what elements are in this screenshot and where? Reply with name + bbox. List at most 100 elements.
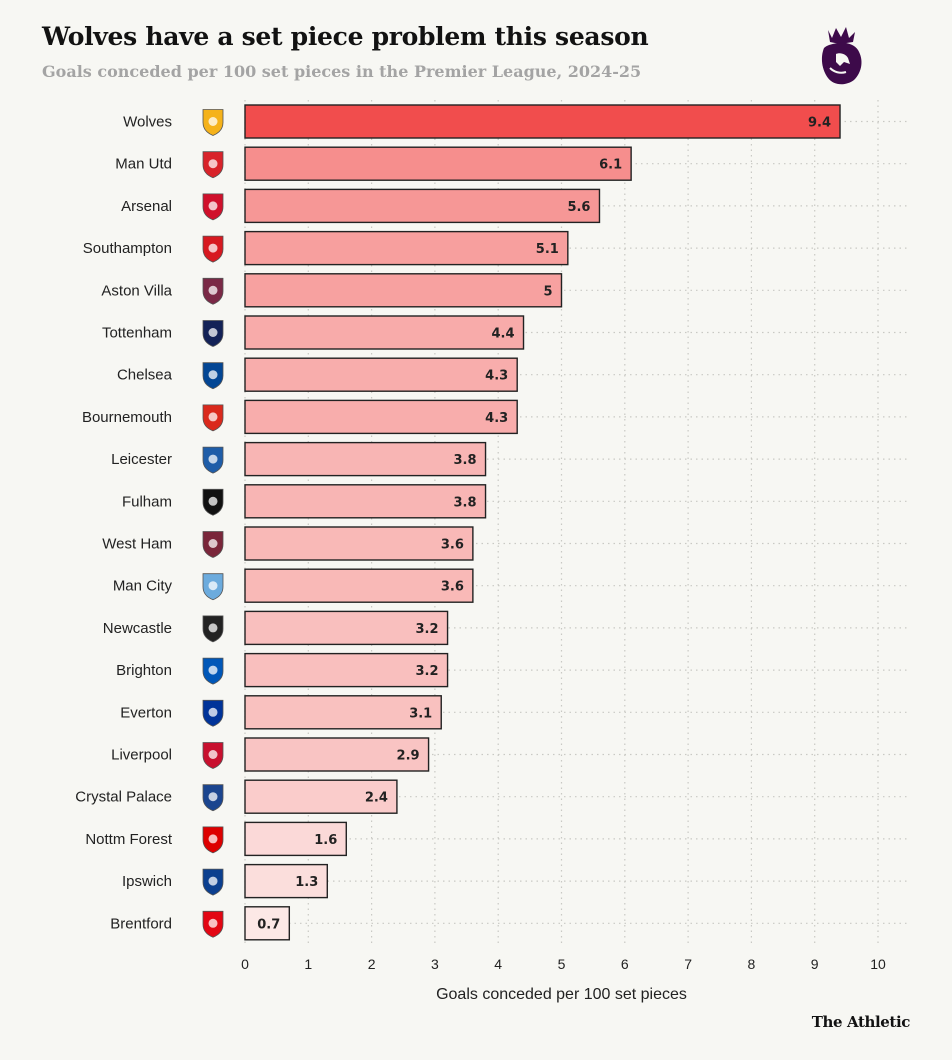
ipswich-crest-icon <box>202 868 224 896</box>
newcastle-crest-icon <box>202 615 224 643</box>
bar <box>244 652 449 688</box>
gridlines <box>244 100 910 945</box>
team-label: Wolves <box>123 114 172 131</box>
west-ham-crest-icon <box>202 531 224 558</box>
x-tick-label: 6 <box>621 956 629 972</box>
team-label: Arsenal <box>121 198 172 215</box>
southampton-crest-icon <box>202 235 224 263</box>
nottm-forest-crest-icon <box>202 826 224 854</box>
value-label: 3.2 <box>416 664 439 679</box>
team-label: Leicester <box>111 451 172 468</box>
tottenham-crest-icon <box>202 320 224 347</box>
x-tick-label: 10 <box>870 956 886 972</box>
brentford-crest-icon <box>202 910 224 938</box>
x-tick-label: 0 <box>241 956 249 972</box>
x-axis-ticks: 0 1 2 3 4 5 6 7 8 9 10 <box>241 956 886 972</box>
bar <box>244 146 632 181</box>
source-credit: The Athletic <box>811 1013 911 1031</box>
crystal-palace-crest-icon <box>202 784 224 812</box>
team-label: Brighton <box>116 662 172 679</box>
value-label: 3.8 <box>454 453 477 468</box>
value-label: 5 <box>543 284 552 299</box>
bar <box>244 273 563 308</box>
chelsea-crest-icon <box>202 362 224 390</box>
bar <box>244 230 569 266</box>
arsenal-crest-icon <box>202 193 224 221</box>
value-label: 6.1 <box>599 158 622 173</box>
team-label: Crystal Palace <box>75 789 172 806</box>
x-tick-label: 1 <box>304 956 312 972</box>
value-label: 4.3 <box>485 369 508 384</box>
value-label: 3.6 <box>441 538 464 553</box>
team-label: Chelsea <box>117 367 173 384</box>
fulham-crest-icon <box>202 488 224 516</box>
value-label: 3.1 <box>409 706 432 721</box>
value-label: 3.6 <box>441 580 464 595</box>
aston-villa-crest-icon <box>202 277 224 305</box>
bars: 9.4 6.1 5.6 5.1 5 4.4 4.3 4.3 3.8 3.8 3.6 3.6 3.2 3.2… <box>244 104 841 941</box>
bar <box>244 399 518 435</box>
x-tick-label: 2 <box>368 956 376 972</box>
bar <box>244 188 601 224</box>
bar <box>244 779 398 814</box>
liverpool-crest-icon <box>202 742 224 769</box>
value-label: 1.6 <box>314 833 337 848</box>
bar <box>244 441 487 477</box>
man-utd-crest-icon <box>202 151 224 179</box>
value-label: 5.1 <box>536 242 559 257</box>
bar <box>244 484 487 519</box>
team-label: Newcastle <box>103 620 172 637</box>
value-label: 3.2 <box>416 622 439 637</box>
premier-league-lion-icon <box>821 27 862 85</box>
bar <box>244 906 291 941</box>
bar <box>244 526 474 561</box>
team-label: Brentford <box>110 915 172 932</box>
value-label: 4.3 <box>485 411 508 426</box>
team-label: Aston Villa <box>101 282 172 299</box>
team-label: Tottenham <box>102 325 172 342</box>
x-tick-label: 9 <box>811 956 819 972</box>
x-tick-label: 5 <box>558 956 566 972</box>
bar <box>244 863 328 899</box>
x-axis-title: Goals conceded per 100 set pieces <box>436 986 687 1003</box>
bar <box>244 315 525 350</box>
man-city-crest-icon <box>202 573 224 601</box>
team-label: Bournemouth <box>82 409 172 426</box>
bar <box>244 610 449 646</box>
team-label: Southampton <box>83 240 172 257</box>
leicester-crest-icon <box>202 446 224 474</box>
value-label: 3.8 <box>454 495 477 510</box>
team-crests <box>202 109 224 938</box>
x-tick-label: 7 <box>684 956 692 972</box>
team-label: Ipswich <box>122 873 172 890</box>
team-labels: Wolves Man Utd Arsenal Southampton Aston Vil… <box>75 114 173 933</box>
x-tick-label: 8 <box>748 956 756 972</box>
value-label: 5.6 <box>567 200 590 215</box>
x-tick-label: 3 <box>431 956 439 972</box>
value-label: 1.3 <box>295 875 318 890</box>
brighton-crest-icon <box>202 657 224 685</box>
bar <box>244 695 442 730</box>
everton-crest-icon <box>202 699 224 727</box>
wolves-crest-icon <box>202 109 224 136</box>
bar <box>244 357 518 392</box>
value-label: 9.4 <box>808 116 831 131</box>
chart-subtitle: Goals conceded per 100 set pieces in the… <box>42 62 642 81</box>
value-label: 4.4 <box>491 327 514 342</box>
team-label: Liverpool <box>111 747 172 764</box>
team-label: Nottm Forest <box>85 831 173 848</box>
team-label: West Ham <box>102 536 172 553</box>
x-tick-label: 4 <box>494 956 502 972</box>
team-label: Man Utd <box>115 156 172 173</box>
value-label: 2.4 <box>365 791 388 806</box>
bar <box>244 821 347 857</box>
bar <box>244 737 430 772</box>
value-label: 2.9 <box>397 749 420 764</box>
team-label: Everton <box>120 704 172 721</box>
bournemouth-crest-icon <box>202 404 224 432</box>
chart-title: Wolves have a set piece problem this sea… <box>42 22 649 51</box>
team-label: Fulham <box>122 493 172 510</box>
bar <box>244 104 841 139</box>
value-label: 0.7 <box>257 917 280 932</box>
